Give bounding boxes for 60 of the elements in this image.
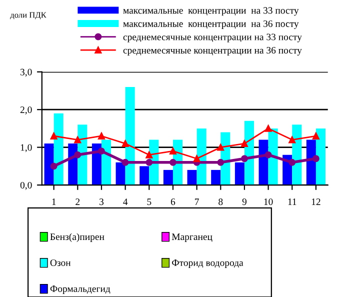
x-tick-label: 1 bbox=[52, 198, 56, 205]
point bbox=[193, 155, 200, 162]
x-tick-label: 9 bbox=[242, 198, 246, 206]
legend-label: Марганец bbox=[172, 234, 212, 242]
legend-label: максимальные концентрации на 33 посту bbox=[123, 7, 299, 16]
bar bbox=[306, 140, 316, 186]
x-tick-label: 8 bbox=[218, 198, 223, 206]
point bbox=[74, 151, 82, 158]
point bbox=[98, 148, 105, 155]
point bbox=[240, 140, 248, 148]
point bbox=[312, 132, 320, 140]
legend-label: Бенз(а)пирен bbox=[50, 233, 104, 242]
legend-label: Фторид водорода bbox=[172, 260, 244, 268]
bar bbox=[316, 128, 326, 186]
bar bbox=[140, 166, 150, 186]
point bbox=[146, 158, 153, 166]
point bbox=[50, 162, 58, 170]
x-tick-label: 7 bbox=[195, 198, 199, 205]
bar bbox=[211, 170, 221, 186]
point bbox=[146, 151, 153, 158]
x-tick-label: 3 bbox=[100, 198, 104, 206]
x-tick-label: 2 bbox=[76, 198, 80, 205]
point bbox=[122, 140, 129, 148]
x-tick-label: 10 bbox=[264, 198, 273, 206]
bar bbox=[163, 170, 173, 186]
y-tick-label: 1,0 bbox=[20, 144, 32, 152]
y-axis-title: доли ПДК bbox=[10, 12, 46, 20]
point bbox=[170, 158, 176, 166]
bar bbox=[44, 144, 54, 186]
point bbox=[217, 158, 224, 166]
y-tick-label: 2,0 bbox=[20, 106, 32, 114]
legend-label: среднемесячные концентрации на 33 посту bbox=[123, 34, 302, 42]
point bbox=[122, 158, 129, 166]
y-tick-label: 0,0 bbox=[20, 182, 32, 190]
point bbox=[74, 136, 82, 144]
x-tick-label: 5 bbox=[147, 198, 152, 206]
legend-label: среднемесячные концентрации на 36 посту bbox=[123, 47, 302, 56]
point bbox=[170, 148, 176, 155]
x-tick-label: 12 bbox=[312, 198, 320, 205]
legend-label: максимальные концентрации на 36 посту bbox=[123, 20, 299, 29]
bar bbox=[234, 162, 244, 186]
y-tick-label: 3,0 bbox=[20, 68, 32, 77]
point bbox=[312, 155, 320, 162]
x-tick-label: 6 bbox=[170, 198, 176, 206]
point bbox=[240, 155, 248, 162]
x-tick-label: 11 bbox=[288, 198, 296, 205]
point bbox=[98, 132, 105, 140]
point bbox=[264, 124, 272, 132]
point bbox=[288, 136, 296, 144]
legend-label: Озон bbox=[50, 259, 71, 266]
bar bbox=[187, 170, 197, 186]
bar bbox=[125, 86, 135, 186]
point bbox=[264, 151, 272, 158]
point bbox=[50, 132, 58, 140]
point bbox=[288, 158, 296, 166]
x-tick-label: 4 bbox=[123, 198, 128, 205]
bar bbox=[116, 162, 126, 186]
legend-label: Формальдегид bbox=[50, 286, 110, 294]
bar bbox=[54, 113, 64, 186]
point bbox=[217, 144, 224, 151]
